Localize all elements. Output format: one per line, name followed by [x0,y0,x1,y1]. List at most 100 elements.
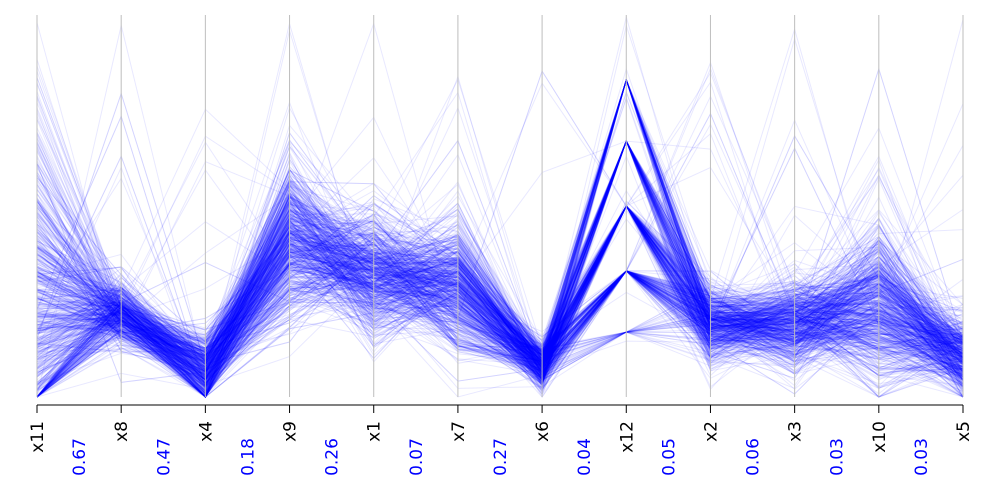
series-line [36,139,964,398]
series-line [36,78,964,379]
series-line [36,185,964,371]
series-line [36,254,964,379]
series-line [36,198,964,360]
series-line [36,139,964,381]
series-line [36,78,964,386]
series-line [36,176,964,379]
series-line [36,231,964,398]
series-line [36,269,964,398]
series-line [36,78,964,398]
series-line [36,78,964,389]
series-line [36,139,964,362]
series-line [36,15,964,386]
series-line [36,78,964,398]
series-line [36,235,964,373]
series-line [36,78,964,392]
series-line [36,263,964,392]
series-line [36,255,964,398]
series-line [36,205,964,398]
series-line [36,78,964,375]
series-line [36,155,964,388]
series-line [36,205,964,398]
series-line [36,139,964,387]
series-line [36,139,964,398]
series-line [36,78,964,377]
series-line [36,78,964,398]
series-line [36,198,964,390]
series-line [36,207,964,371]
series-line [36,203,964,391]
series-line [36,139,964,392]
series-line [36,139,964,398]
series-line [36,139,964,381]
series-line [36,205,964,381]
series-line [36,223,964,373]
series-line [36,78,964,398]
series-line [36,270,964,388]
series-line [36,163,964,383]
series-line [36,205,964,383]
series-line [36,270,964,389]
series-line [36,205,964,398]
series-line [36,169,964,358]
series-line [36,78,964,398]
series-line [36,204,964,379]
series-line [36,78,964,384]
series-line [36,78,964,385]
series-line [36,179,964,377]
series-line [36,213,964,376]
series-line [36,205,964,398]
series-line [36,146,964,380]
series-line [36,193,964,398]
series-line [36,188,964,398]
series-line [36,116,964,368]
series-line [36,78,964,398]
series-line [36,205,964,372]
series-line [37,205,964,382]
series-line [36,250,964,373]
series-line [36,205,964,364]
series-line [36,139,964,393]
series-line [36,204,964,367]
series-line [36,172,964,371]
axis-label-x1: x1 [365,421,385,442]
series-line [36,78,964,398]
series-line [36,205,964,376]
series-line [36,139,964,397]
series-line [36,201,964,380]
series-line [36,109,964,368]
series-line [36,224,964,374]
series-line [36,139,964,398]
series-line [36,204,964,359]
series-line [36,200,964,398]
series-line [36,205,964,368]
series-line [36,157,964,365]
series-line [36,205,964,364]
series-line [36,78,964,385]
series-line [36,147,964,396]
series-line [36,204,964,398]
series-line [36,139,964,381]
series-line [36,208,964,376]
series-line [36,90,964,366]
series-line [36,232,964,398]
series-line [36,139,964,378]
series-line [36,219,964,386]
series-line [36,78,964,395]
series-line [36,78,964,386]
series-line [36,108,964,377]
series-line [36,215,964,381]
series-line [36,78,964,394]
series-line [36,59,964,389]
series-line [36,205,964,378]
series-line [36,131,964,394]
series-line [36,225,964,398]
series-line [36,205,964,376]
series-line [36,204,964,398]
series-line [36,139,964,395]
series-line [36,151,964,397]
series-line [36,154,964,398]
series-line [36,237,964,382]
series-line [36,126,964,397]
